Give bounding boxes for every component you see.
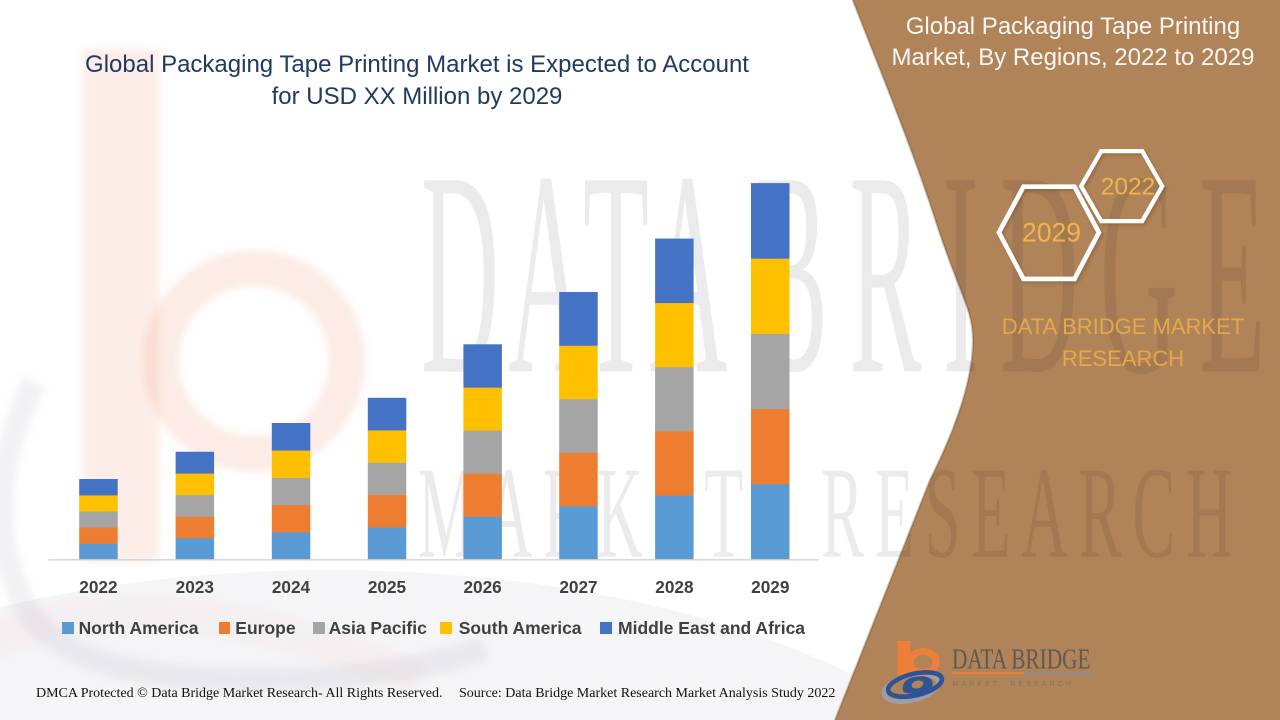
- svg-text:DATA BRIDGE: DATA BRIDGE: [952, 645, 1091, 676]
- svg-text:2022: 2022: [1101, 174, 1156, 201]
- svg-text:MARKET RESEARCH: MARKET RESEARCH: [953, 681, 1075, 688]
- svg-text:2029: 2029: [1022, 218, 1081, 248]
